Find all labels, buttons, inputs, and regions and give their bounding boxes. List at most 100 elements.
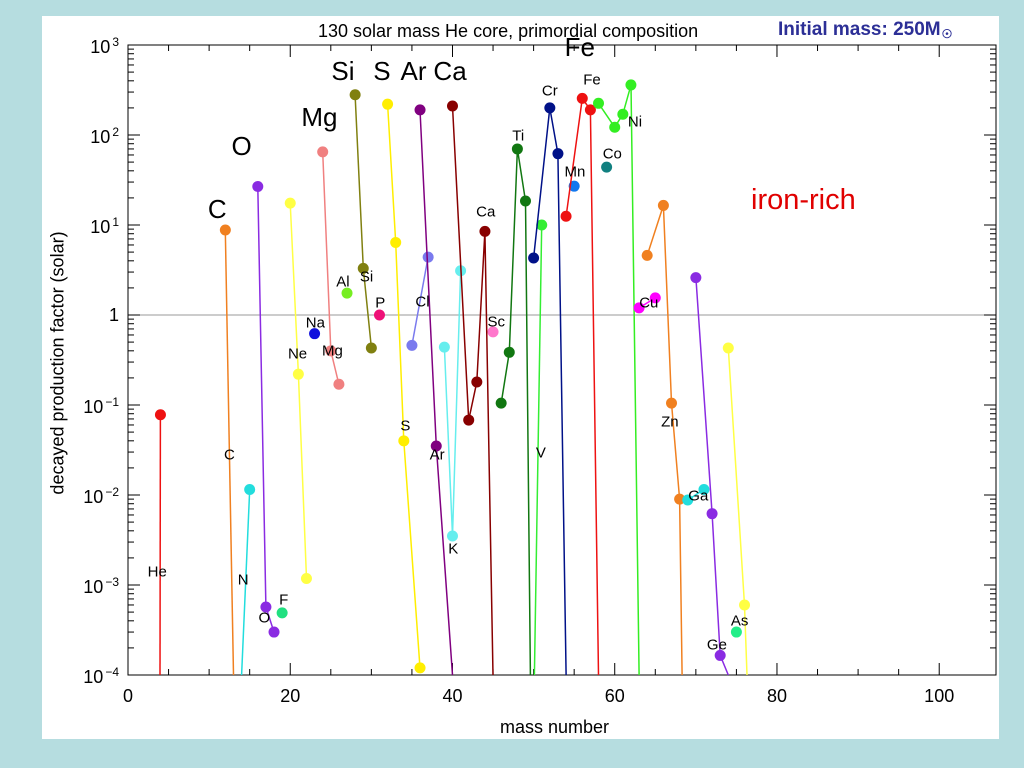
isotope-label-co: Co (602, 145, 622, 163)
y-tick-exponent: −3 (105, 575, 119, 589)
data-point-f (276, 607, 288, 619)
data-point-k (438, 341, 450, 353)
data-point-ge (706, 508, 718, 520)
data-point-cu (633, 302, 645, 314)
data-point-fe (576, 92, 588, 104)
data-point-si (357, 262, 369, 274)
isotope-label-as: As (730, 612, 749, 630)
data-point-p (373, 309, 385, 321)
isotope-label-na: Na (305, 314, 325, 332)
isotope-label-ca: Ca (476, 203, 496, 221)
isotope-label-cr: Cr (541, 82, 558, 100)
series-line-ne (289, 203, 308, 579)
series-line-ti (500, 148, 532, 676)
data-point-cl (406, 339, 418, 351)
data-point-al (341, 287, 353, 299)
chart-panel (42, 16, 999, 739)
isotope-label-ti: Ti (512, 127, 525, 145)
y-tick-base: 10 (90, 127, 111, 147)
data-point-ni (593, 97, 605, 109)
data-point-zn (666, 397, 678, 409)
iron-rich-annotation: iron-rich (751, 184, 856, 216)
data-point-mg (317, 146, 329, 158)
x-tick-label: 0 (122, 686, 134, 706)
data-point-s (398, 435, 410, 447)
y-tick-label: 10 −4 (83, 666, 119, 686)
data-point-co (601, 161, 613, 173)
y-tick-label: 10 3 (90, 36, 119, 56)
isotope-label-o: O (258, 609, 271, 627)
isotope-label-v: V (535, 444, 546, 462)
data-point-si (365, 342, 377, 354)
data-point-ti (511, 143, 523, 155)
series-line-ar (419, 109, 454, 676)
y-tick-base: 10 (83, 397, 104, 417)
sun-symbol-icon: ☉ (941, 27, 953, 41)
data-point-ca (479, 225, 491, 237)
y-tick-exponent: −2 (105, 485, 119, 499)
x-tick-label: 80 (766, 686, 787, 706)
series-line-v (533, 224, 543, 676)
data-point-zn (641, 249, 653, 261)
data-point-n (244, 484, 256, 496)
element-heading-o: O (231, 131, 252, 162)
element-heading-ar: Ar (400, 55, 427, 86)
series-line-cr (532, 107, 567, 676)
x-axis-label: mass number (500, 717, 610, 737)
y-tick-label: 10 −2 (83, 486, 119, 506)
initial-mass-note: Initial mass: 250M☉ (778, 19, 952, 41)
y-tick-base: 10 (83, 667, 104, 687)
isotope-label-ar: Ar (429, 446, 445, 464)
data-point-zn (674, 493, 686, 505)
isotope-label-he: He (147, 563, 167, 581)
data-point-s (390, 236, 402, 248)
element-heading-ca: Ca (433, 55, 467, 86)
isotope-label-ne: Ne (287, 345, 308, 363)
series-line-ge (695, 277, 729, 676)
series-line-fe (565, 96, 600, 676)
plot-frame (127, 44, 997, 676)
data-point-s (414, 662, 426, 674)
series-line-si (354, 94, 373, 349)
y-tick-label: 10 −3 (83, 576, 119, 596)
data-point-cl (422, 251, 434, 263)
y-tick-label: 10 2 (90, 126, 119, 146)
y-tick-label: 10 1 (90, 216, 119, 236)
data-point-fe (560, 210, 572, 222)
isotope-label-sc: Sc (487, 313, 506, 331)
initial-mass-text: Initial mass: 250M (778, 19, 941, 40)
data-point-ne (292, 368, 304, 380)
series-line-zn (646, 205, 683, 676)
series-line-k (443, 270, 462, 537)
element-heading-mg: Mg (301, 101, 338, 132)
chart-title: 130 solar mass He core, primordial compo… (318, 21, 699, 41)
data-point-o (260, 601, 272, 613)
series-line-ca (451, 105, 494, 676)
data-point-cr (528, 252, 540, 264)
isotope-label-mn: Mn (564, 163, 586, 181)
data-point-fe (584, 104, 596, 116)
isotope-label-si: Si (359, 268, 374, 286)
data-point-he (154, 409, 166, 421)
data-point-mn (568, 180, 580, 192)
x-tick-label: 100 (924, 686, 955, 706)
data-point-si (349, 89, 361, 101)
isotope-label-n: N (237, 571, 249, 589)
isotope-label-f: F (279, 591, 289, 609)
y-tick-exponent: 2 (112, 125, 119, 139)
data-point-ge (714, 649, 726, 661)
data-point-ca (471, 376, 483, 388)
data-point-ga (682, 494, 694, 506)
y-axis-label: decayed production factor (solar) (47, 231, 68, 495)
isotope-label-k: K (448, 540, 459, 558)
data-point-ne (284, 197, 296, 209)
data-point-ni (625, 79, 637, 91)
isotope-label-fe: Fe (583, 71, 601, 89)
y-tick-label: 1 (109, 306, 119, 324)
series-line-n (240, 489, 251, 676)
isotope-label-mg: Mg (322, 342, 343, 360)
series-line-o (257, 186, 275, 633)
isotope-label-ga: Ga (688, 487, 709, 505)
data-point-v (536, 219, 548, 231)
